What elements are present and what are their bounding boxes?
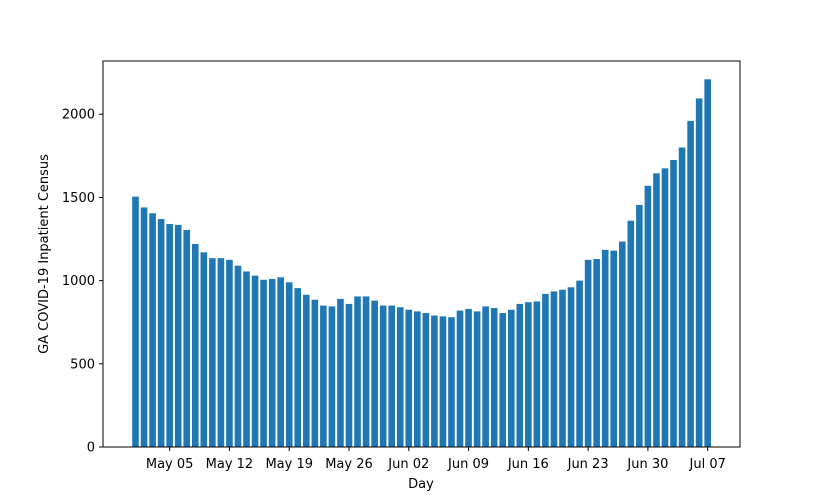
bar <box>311 299 319 447</box>
bar <box>653 173 660 447</box>
bar <box>482 306 489 447</box>
bar <box>576 280 583 447</box>
bar <box>593 258 600 447</box>
y-tick-label: 1000 <box>62 274 95 289</box>
bar <box>285 282 293 447</box>
bar <box>277 277 284 447</box>
x-tick-label: May 26 <box>325 457 373 472</box>
bar <box>507 309 515 447</box>
bar <box>678 147 686 447</box>
y-tick-label: 2000 <box>62 108 95 123</box>
bar <box>328 306 336 447</box>
bar <box>473 311 481 447</box>
bar <box>584 259 592 447</box>
bar <box>268 278 276 447</box>
x-tick-label: May 05 <box>146 457 194 472</box>
x-tick-label: Jun 09 <box>447 457 489 472</box>
bar <box>422 313 430 447</box>
bar <box>371 300 378 447</box>
bar <box>260 279 267 447</box>
bar <box>140 207 148 447</box>
y-tick-label: 1500 <box>62 191 95 206</box>
bar <box>618 241 626 447</box>
y-tick-label: 0 <box>87 441 95 456</box>
x-tick-label: Jul 07 <box>689 457 726 472</box>
bar <box>661 168 669 447</box>
bar <box>695 98 703 447</box>
bar <box>209 258 216 447</box>
bar <box>636 204 643 447</box>
x-axis-label: Day <box>408 477 434 492</box>
bar <box>465 308 472 447</box>
axes-frame <box>102 60 741 448</box>
bar <box>396 307 404 447</box>
bar <box>183 229 191 448</box>
bar <box>243 271 250 447</box>
x-tick-label: Jun 30 <box>626 457 668 472</box>
bar <box>226 259 233 447</box>
bar <box>601 249 609 447</box>
bar <box>431 315 438 447</box>
y-axis-label: GA COVID-19 Inpatient Census <box>37 154 52 354</box>
bars <box>132 79 711 448</box>
y-tick-label: 500 <box>70 357 95 372</box>
bar <box>354 296 361 447</box>
bar <box>303 294 310 447</box>
x-tick-label: Jun 23 <box>567 457 609 472</box>
bar <box>448 317 455 447</box>
bar <box>490 308 498 447</box>
bar <box>567 287 575 447</box>
bar <box>627 220 635 447</box>
bar <box>379 305 387 447</box>
bar <box>166 224 173 447</box>
bar <box>414 311 421 447</box>
bar <box>191 244 199 447</box>
bar <box>217 258 225 447</box>
bar <box>388 305 395 447</box>
bar <box>525 302 532 447</box>
bar <box>132 196 139 447</box>
bar <box>149 213 156 447</box>
bar <box>320 305 327 447</box>
x-axis-ticks: May 05 May 12 May 19 May 26 Jun 02 Jun 09 Jun … <box>146 447 726 472</box>
bar <box>439 316 447 447</box>
x-tick-label: May 12 <box>206 457 254 472</box>
bar <box>542 293 549 447</box>
bar <box>644 185 652 447</box>
bar <box>670 160 677 447</box>
bar <box>550 291 558 447</box>
bar <box>200 252 208 447</box>
bar <box>559 289 566 447</box>
bar <box>337 298 344 447</box>
y-axis-ticks: 0 500 1000 1500 2000 <box>62 108 103 456</box>
bar <box>456 310 464 447</box>
bar <box>157 219 165 447</box>
bar <box>704 79 711 448</box>
x-tick-label: May 19 <box>265 457 313 472</box>
x-tick-label: Jun 16 <box>507 457 549 472</box>
bar <box>687 120 694 448</box>
bar <box>174 224 182 447</box>
bar <box>499 313 507 447</box>
bar <box>516 303 524 447</box>
bar <box>294 288 302 447</box>
x-tick-label: Jun 02 <box>387 457 429 472</box>
bar <box>234 265 242 447</box>
bar <box>610 250 618 447</box>
bar <box>251 275 259 447</box>
bar <box>345 303 353 447</box>
bar <box>533 301 541 447</box>
bar <box>405 309 413 447</box>
bar <box>362 296 370 447</box>
